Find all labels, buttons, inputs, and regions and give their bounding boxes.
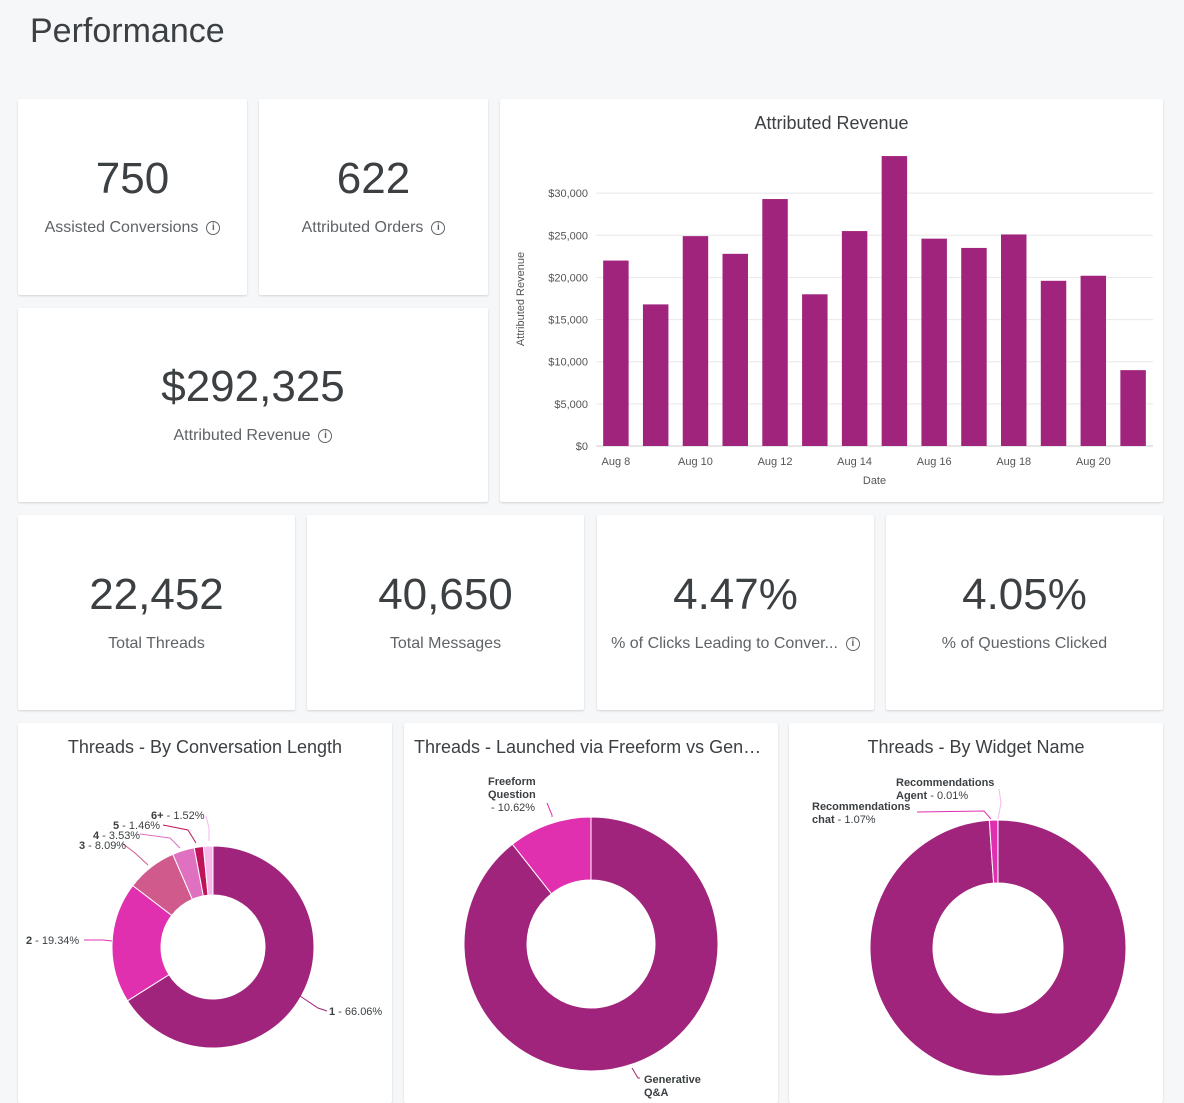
bar xyxy=(1041,281,1066,446)
kpi-value: 4.05% xyxy=(962,573,1087,617)
kpi-label: Total Threads xyxy=(108,635,205,653)
y-tick-label: $15,000 xyxy=(548,315,588,327)
bar xyxy=(603,261,628,446)
conversation-length-donut: 1 - 66.06%2 - 19.34%3 - 8.09%4 - 3.53%5 … xyxy=(18,723,392,1103)
bar xyxy=(1081,276,1106,446)
freeform-vs-generative-card: Threads - Launched via Freeform vs Gener… xyxy=(404,723,778,1103)
kpi-value: 622 xyxy=(337,157,410,201)
x-tick-label: Aug 16 xyxy=(917,456,952,468)
kpi-value: 22,452 xyxy=(89,573,224,617)
y-tick-label: $0 xyxy=(576,441,588,453)
revenue-chart-card: Attributed Revenue $0 $5,000 $10,000 $15,00… xyxy=(500,99,1163,502)
bar xyxy=(723,254,748,446)
bar xyxy=(1001,234,1026,446)
leader-line xyxy=(163,825,196,843)
leader-line xyxy=(140,834,180,848)
bar xyxy=(1120,370,1145,446)
info-icon[interactable]: i xyxy=(846,637,860,651)
kpi-label: % of Clicks Leading to Conver... xyxy=(611,635,838,653)
kpi-label: Attributed Revenue xyxy=(174,427,311,445)
x-tick-label: Aug 20 xyxy=(1076,456,1111,468)
kpi-value: $292,325 xyxy=(161,365,345,409)
leader-line xyxy=(84,940,112,941)
x-tick-label: Aug 8 xyxy=(602,456,631,468)
widget-name-card: Threads - By Widget Name Recommendations… xyxy=(789,723,1163,1103)
x-tick-label: Aug 12 xyxy=(758,456,793,468)
slice-label: 2 - 19.34% xyxy=(26,935,79,947)
clicks-conversion-card: 4.47% % of Clicks Leading to Conver... i xyxy=(597,515,874,710)
total-threads-card: 22,452 Total Threads xyxy=(18,515,295,710)
leader-line xyxy=(998,789,1001,819)
x-tick-label: Aug 18 xyxy=(996,456,1031,468)
total-messages-card: 40,650 Total Messages xyxy=(307,515,584,710)
conversation-length-card: Threads - By Conversation Length 1 - 66.… xyxy=(18,723,392,1103)
y-tick-label: $20,000 xyxy=(548,272,588,284)
leader-line xyxy=(547,803,552,817)
slice-label: 1 - 66.06% xyxy=(329,1006,382,1018)
x-tick-label: Aug 14 xyxy=(837,456,872,468)
kpi-value: 4.47% xyxy=(673,573,798,617)
kpi-label: Assisted Conversions xyxy=(45,219,199,237)
bar xyxy=(921,239,946,446)
chart-title: Threads - By Conversation Length xyxy=(18,737,392,758)
bar xyxy=(882,156,907,446)
chart-title: Threads - By Widget Name xyxy=(789,737,1163,758)
bar xyxy=(683,236,708,446)
page-title: Performance xyxy=(30,12,225,51)
kpi-label: Attributed Orders xyxy=(302,219,424,237)
assisted-conversions-card: 750 Assisted Conversions i xyxy=(18,99,247,295)
chart-title: Attributed Revenue xyxy=(500,113,1163,134)
leader-line xyxy=(206,816,209,841)
info-icon[interactable]: i xyxy=(206,221,220,235)
y-tick-label: $25,000 xyxy=(548,230,588,242)
attributed-revenue-card: $292,325 Attributed Revenue i xyxy=(18,308,488,502)
chart-title: Threads - Launched via Freeform vs Gener… xyxy=(404,737,778,758)
leader-line xyxy=(917,811,991,819)
leader-line xyxy=(632,1068,640,1078)
bar xyxy=(802,294,827,446)
info-icon[interactable]: i xyxy=(431,221,445,235)
bar xyxy=(842,231,867,446)
y-tick-label: $10,000 xyxy=(548,357,588,369)
kpi-label: % of Questions Clicked xyxy=(942,635,1107,653)
y-axis-label: Attributed Revenue xyxy=(515,252,527,346)
kpi-value: 750 xyxy=(96,157,169,201)
kpi-label: Total Messages xyxy=(390,635,501,653)
bar xyxy=(961,248,986,446)
x-tick-label: Aug 10 xyxy=(678,456,713,468)
revenue-bar-chart: $0 $5,000 $10,000 $15,000 $20,000 $25,000 $30,… xyxy=(500,99,1163,502)
y-tick-label: $5,000 xyxy=(554,399,588,411)
kpi-value: 40,650 xyxy=(378,573,513,617)
slice-label: 6+ - 1.52% xyxy=(151,810,205,822)
questions-clicked-card: 4.05% % of Questions Clicked xyxy=(886,515,1163,710)
y-tick-label: $30,000 xyxy=(548,188,588,200)
bar xyxy=(762,199,787,446)
attributed-orders-card: 622 Attributed Orders i xyxy=(259,99,488,295)
leader-line xyxy=(300,996,327,1011)
info-icon[interactable]: i xyxy=(318,429,332,443)
bar xyxy=(643,304,668,446)
x-axis-label: Date xyxy=(863,475,886,487)
